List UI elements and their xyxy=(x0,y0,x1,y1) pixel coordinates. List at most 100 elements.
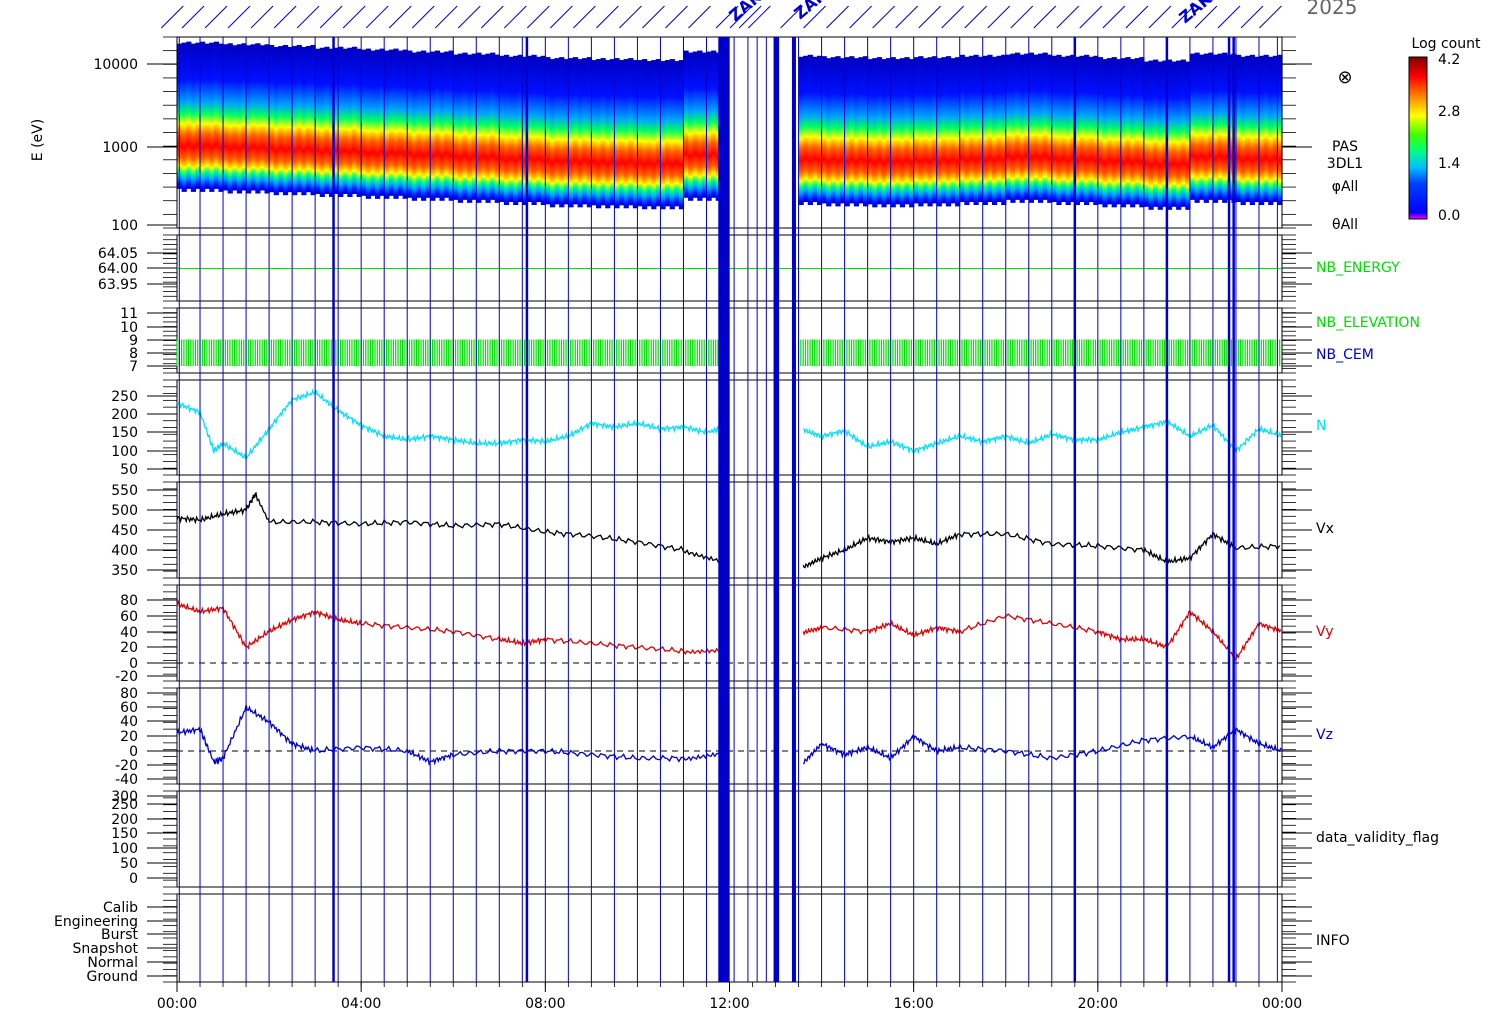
spectrogram-column xyxy=(582,58,588,205)
label-density: N xyxy=(1316,418,1326,434)
label-vy: Vy xyxy=(1316,624,1334,640)
spectrogram-column xyxy=(642,59,648,210)
y-tick-label-vy: -20 xyxy=(115,669,138,685)
spectrogram-column xyxy=(398,50,404,196)
spectrogram-column xyxy=(301,46,307,196)
top-marker-stroke xyxy=(918,5,942,29)
spectrogram-column xyxy=(430,51,436,201)
spectrogram-column xyxy=(559,57,565,208)
y-tick-label-nb-energy: 64.00 xyxy=(98,261,138,277)
spectrogram-column xyxy=(945,56,952,207)
y-tick-label-spectrogram: 1000 xyxy=(102,140,138,156)
top-marker-stroke xyxy=(849,5,872,29)
spectrogram-column xyxy=(1125,57,1131,205)
spectrogram-column xyxy=(821,56,827,204)
spectrogram-column xyxy=(241,43,247,191)
spectrogram-column xyxy=(1005,54,1011,200)
spectrogram-column xyxy=(549,59,556,208)
spectrogram-column xyxy=(609,59,615,206)
spectrogram-column xyxy=(844,57,850,207)
spectrogram-column xyxy=(1194,52,1200,203)
spectrogram-column xyxy=(899,58,906,208)
spectrogram-column xyxy=(932,56,938,204)
spectrogram-column xyxy=(849,56,855,204)
y-tick-label-vz: 0 xyxy=(129,744,138,760)
colorbar-tick: 4.2 xyxy=(1438,52,1460,68)
spectrogram-column xyxy=(826,58,832,207)
spectrogram-column xyxy=(1051,55,1057,203)
spectrogram-column xyxy=(605,60,611,209)
spectrogram-column xyxy=(660,61,666,210)
spectrogram-column xyxy=(1180,59,1186,207)
spectrogram-column xyxy=(448,50,454,201)
top-marker-stroke xyxy=(642,5,665,29)
spectrogram-column xyxy=(941,57,947,204)
top-marker-stroke xyxy=(526,5,550,29)
spectrogram-column xyxy=(213,41,220,189)
event-lines xyxy=(178,37,1278,982)
spectrogram-column xyxy=(526,55,533,203)
spectrogram-column xyxy=(1001,54,1007,206)
spectrogram-column xyxy=(292,45,298,196)
spectrogram-column xyxy=(1153,59,1159,207)
spectrogram-column xyxy=(393,48,399,199)
top-marker-stroke xyxy=(457,5,481,29)
spectrogram-column xyxy=(490,52,496,200)
top-marker-stroke xyxy=(319,5,343,29)
series-vx xyxy=(802,530,1281,569)
spectrogram-column xyxy=(1024,53,1030,200)
spectrogram-column xyxy=(1143,61,1150,207)
y-tick-label-vz: -40 xyxy=(115,772,138,788)
top-marker-stroke xyxy=(296,5,320,29)
spectrogram-column xyxy=(959,54,965,203)
spectrogram-column xyxy=(374,49,381,199)
y-tick-label-info: Burst xyxy=(101,927,139,943)
y-tick-label-info: Normal xyxy=(87,955,138,971)
spectrogram-column xyxy=(195,42,201,189)
spectrogram-column xyxy=(421,50,427,201)
top-marker-stroke xyxy=(503,5,527,29)
spectrogram-column xyxy=(494,54,500,203)
spectrogram-column xyxy=(1208,52,1214,200)
top-marker-stroke xyxy=(665,5,688,29)
series-density xyxy=(176,388,721,462)
spectrogram-column xyxy=(1070,54,1076,203)
spectrogram-column xyxy=(522,56,528,206)
spectrogram-column xyxy=(595,59,602,209)
spectrogram-column xyxy=(840,58,846,204)
top-marker-stroke xyxy=(941,5,965,29)
top-marker-stroke xyxy=(204,5,228,29)
spectrogram-column xyxy=(830,57,836,204)
spectrogram-column xyxy=(628,58,634,206)
spectrogram-column xyxy=(655,59,662,207)
y-tick-label-spectrogram: 100 xyxy=(111,218,138,234)
spectrogram-column xyxy=(807,54,813,206)
colorbar: Log count 4.2 2.8 1.4 0.0 xyxy=(1408,36,1481,224)
spectrogram-column xyxy=(646,61,652,207)
spectrogram-column xyxy=(909,59,915,208)
y-tick-label-nb-energy: 63.95 xyxy=(98,277,138,293)
spectrogram-column xyxy=(351,46,358,194)
y-tick-label-vx: 550 xyxy=(111,483,138,499)
top-marker-stroke xyxy=(1148,5,1172,29)
spectrogram-column xyxy=(858,57,864,204)
x-tick-label: 12:00 xyxy=(709,996,749,1012)
top-marker-stroke xyxy=(895,5,919,29)
spectrogram-column xyxy=(886,58,892,205)
spectrogram-column xyxy=(955,57,961,207)
spectrogram-column xyxy=(264,44,270,194)
marker-symbol: ⊗ xyxy=(1337,67,1352,88)
spectrogram-column xyxy=(600,58,606,206)
top-marker-stroke xyxy=(480,5,504,29)
spectrogram-column xyxy=(1272,55,1278,203)
spectrogram-column xyxy=(1254,56,1260,203)
top-marker-stroke xyxy=(411,5,435,29)
spectrogram-column xyxy=(315,48,321,194)
spectrogram-column xyxy=(379,48,385,196)
top-marker-stroke xyxy=(1033,5,1057,29)
y-tick-label-nb-elevation: 8 xyxy=(129,346,138,362)
spectrogram-column xyxy=(1074,56,1081,206)
spectrogram-column xyxy=(1217,53,1223,200)
spectrogram-column xyxy=(1277,54,1283,206)
spectrogram-column xyxy=(1162,60,1168,207)
